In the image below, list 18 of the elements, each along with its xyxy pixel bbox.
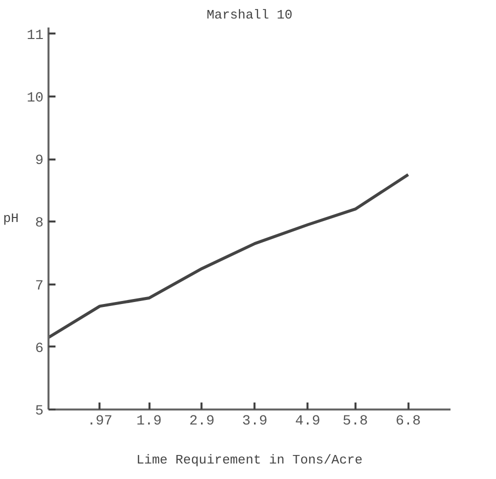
x-tick-label: 3.9 <box>242 414 268 430</box>
x-tick-label: 2.9 <box>189 414 215 430</box>
y-axis-title: pH <box>3 211 19 226</box>
y-tick-label: 5 <box>35 404 44 420</box>
y-tick-label: 11 <box>26 28 44 44</box>
x-axis-title: Lime Requirement in Tons/Acre <box>136 452 363 468</box>
x-tick-label: 4.9 <box>295 414 320 430</box>
line-series <box>48 173 410 339</box>
chart-title: Marshall 10 <box>206 8 292 22</box>
x-tick-label: 5.8 <box>342 414 368 430</box>
y-tick-label: 9 <box>35 153 44 170</box>
x-tick-label: 6.8 <box>396 414 421 430</box>
y-tick-label: 10 <box>26 90 44 106</box>
x-tick-label: 1.9 <box>136 414 162 430</box>
y-tick-label: 6 <box>35 340 44 357</box>
x-tick-label: .97 <box>87 414 112 430</box>
y-tick-label: 7 <box>35 278 44 294</box>
y-tick-label: 8 <box>35 216 44 232</box>
